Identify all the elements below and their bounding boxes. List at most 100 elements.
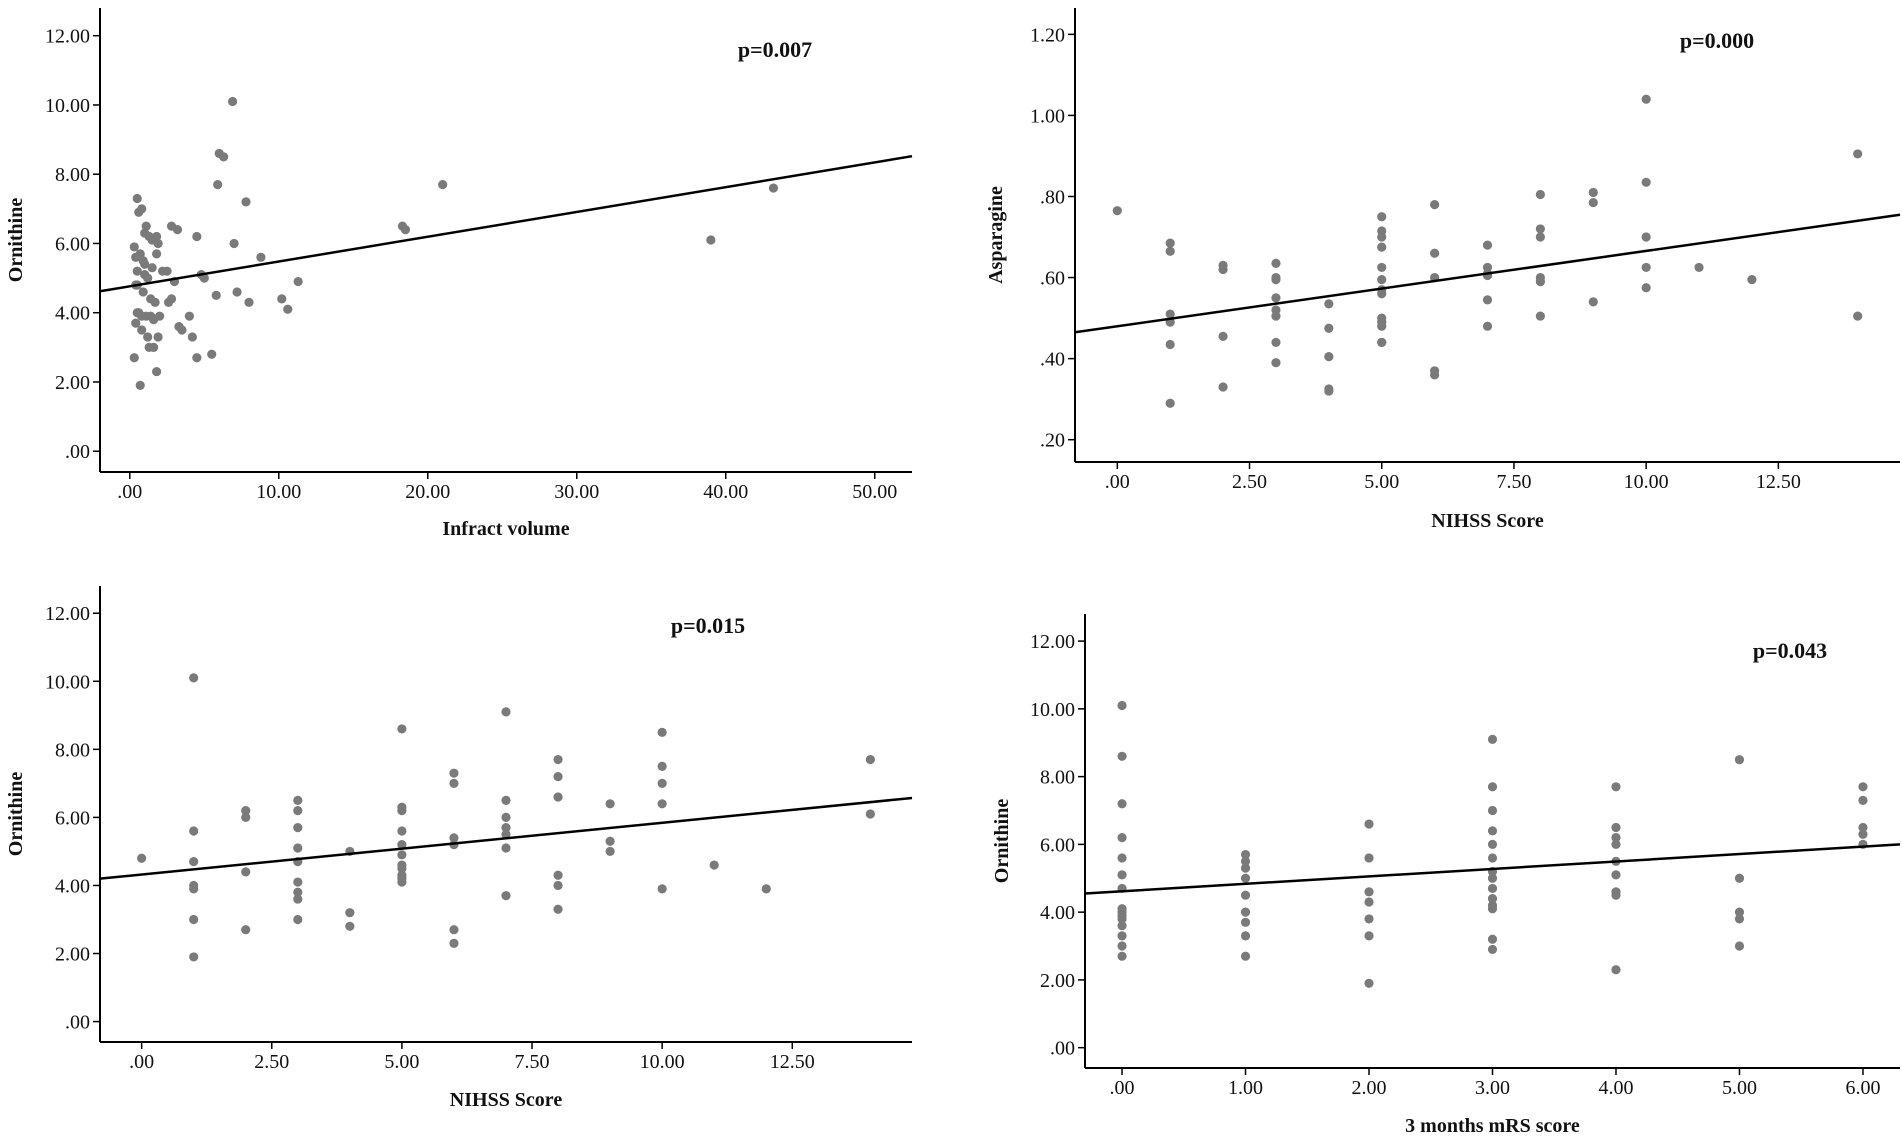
regression-line bbox=[1084, 843, 1901, 895]
data-point bbox=[1377, 274, 1387, 285]
data-point bbox=[1487, 944, 1498, 955]
data-point bbox=[1271, 258, 1281, 268]
data-point bbox=[1117, 921, 1127, 931]
y-tick-label: 4.00 bbox=[55, 303, 90, 325]
data-point bbox=[1165, 339, 1175, 350]
data-point bbox=[1117, 799, 1127, 809]
y-tick-label: 6.00 bbox=[55, 233, 90, 255]
data-point bbox=[1641, 283, 1651, 293]
chart-panel-3: .00 2.00 4.00 6.00 8.00 10.00 12.00 .00 2.50 5.00… bbox=[5, 586, 913, 1111]
data-point bbox=[207, 349, 217, 359]
x-tick-label: 10.00 bbox=[1624, 471, 1669, 493]
x-tick-label: 5.00 bbox=[1722, 1077, 1757, 1099]
data-point bbox=[768, 183, 779, 193]
data-point bbox=[189, 884, 199, 894]
data-point bbox=[1611, 890, 1621, 900]
data-point bbox=[1641, 94, 1651, 104]
chart-panel-1: .00 2.00 4.00 6.00 8.00 10.00 12.00 .00 10.00 20.… bbox=[5, 8, 913, 540]
regression-line bbox=[99, 796, 913, 880]
y-tick-label: 2.00 bbox=[55, 372, 90, 394]
chart-panel-2: .20 .40 .60 .80 1.00 1.20 .00 2.50 5.00 7.50 10.00… bbox=[985, 8, 1901, 532]
data-point bbox=[1487, 826, 1498, 836]
y-tick-label: .00 bbox=[65, 441, 90, 463]
data-point bbox=[449, 768, 459, 778]
data-point bbox=[501, 812, 511, 823]
y-axis-title: Ornithine bbox=[5, 772, 27, 857]
y-tick-label: 10.00 bbox=[45, 671, 90, 693]
data-point bbox=[1377, 289, 1387, 299]
data-point bbox=[1377, 321, 1387, 331]
data-point bbox=[1611, 839, 1621, 849]
data-point bbox=[214, 148, 224, 159]
data-point bbox=[501, 707, 511, 717]
data-point bbox=[146, 311, 156, 321]
p-value-annotation: p=0.007 bbox=[738, 37, 812, 62]
data-point bbox=[1694, 262, 1704, 273]
x-tick-label: 50.00 bbox=[852, 481, 897, 503]
data-point bbox=[1117, 951, 1127, 961]
data-point bbox=[241, 197, 251, 207]
y-tick-label: .00 bbox=[65, 1012, 90, 1034]
data-point bbox=[211, 290, 221, 301]
data-point bbox=[1271, 337, 1281, 348]
data-point bbox=[277, 294, 287, 304]
y-tick-label: 8.00 bbox=[55, 739, 90, 761]
data-point bbox=[1165, 238, 1175, 248]
x-tick-label: 2.50 bbox=[254, 1051, 289, 1073]
data-point bbox=[132, 193, 142, 204]
x-tick-label: 1.00 bbox=[1228, 1077, 1263, 1099]
data-point bbox=[244, 297, 254, 307]
data-point bbox=[449, 938, 459, 948]
data-point bbox=[1117, 751, 1127, 761]
y-axis-title: Asparagine bbox=[985, 186, 1007, 284]
x-tick-label: 40.00 bbox=[703, 481, 748, 503]
y-tick-label: 2.00 bbox=[55, 944, 90, 966]
data-point bbox=[605, 846, 615, 857]
x-tick-label: 12.50 bbox=[770, 1051, 815, 1073]
data-point bbox=[553, 904, 563, 914]
data-point bbox=[1240, 863, 1251, 873]
y-tick-label: 4.00 bbox=[55, 875, 90, 897]
data-point bbox=[1165, 246, 1175, 256]
data-point bbox=[293, 877, 303, 887]
data-point bbox=[150, 297, 160, 307]
data-point bbox=[1324, 323, 1334, 333]
data-point bbox=[1853, 311, 1863, 321]
p-value-annotation: p=0.000 bbox=[1680, 28, 1754, 53]
data-point bbox=[293, 914, 303, 925]
y-tick-label: 4.00 bbox=[1040, 902, 1075, 924]
data-point bbox=[501, 823, 511, 833]
y-tick-label: 12.00 bbox=[45, 26, 90, 48]
data-point bbox=[1271, 358, 1281, 368]
data-point bbox=[131, 318, 141, 328]
data-point bbox=[1364, 897, 1374, 907]
data-point bbox=[1747, 274, 1757, 285]
y-tick-label: 12.00 bbox=[45, 603, 90, 625]
data-point bbox=[154, 311, 165, 321]
data-point bbox=[501, 829, 511, 840]
data-point bbox=[213, 179, 223, 190]
data-point bbox=[293, 887, 303, 897]
data-point bbox=[1487, 734, 1498, 744]
data-point bbox=[397, 805, 407, 816]
x-tick-label: 12.50 bbox=[1756, 471, 1801, 493]
data-point bbox=[1588, 187, 1598, 198]
y-axis-title: Ornithine bbox=[5, 198, 27, 283]
data-point bbox=[1271, 311, 1281, 321]
y-tick-label: 10.00 bbox=[45, 95, 90, 117]
data-point bbox=[162, 266, 172, 276]
data-point bbox=[1218, 264, 1228, 275]
data-point bbox=[397, 840, 407, 850]
data-point bbox=[241, 812, 251, 823]
data-point bbox=[132, 266, 142, 276]
data-point bbox=[1240, 907, 1251, 917]
data-point bbox=[1611, 822, 1621, 833]
y-tick-label: 8.00 bbox=[55, 164, 90, 186]
p-value-annotation: p=0.015 bbox=[671, 613, 745, 638]
data-point bbox=[283, 304, 293, 314]
data-point bbox=[1117, 700, 1127, 711]
data-point bbox=[152, 366, 162, 377]
data-point bbox=[137, 325, 147, 335]
data-point bbox=[153, 332, 163, 342]
x-tick-label: .00 bbox=[117, 481, 142, 503]
